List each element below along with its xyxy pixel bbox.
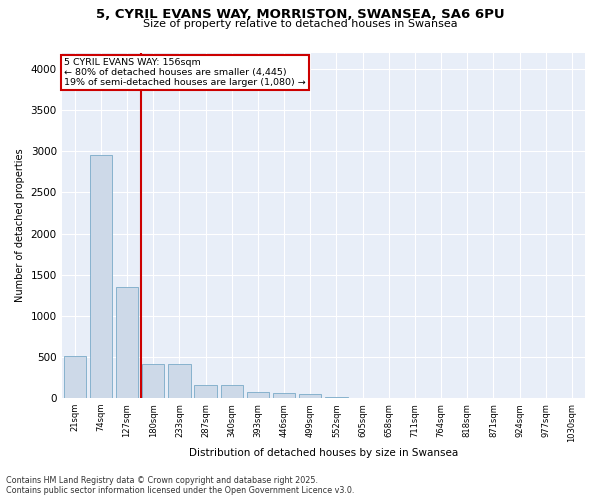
Bar	[299, 394, 322, 398]
Text: Contains HM Land Registry data © Crown copyright and database right 2025.
Contai: Contains HM Land Registry data © Crown c…	[6, 476, 355, 495]
Bar	[142, 364, 164, 398]
Bar	[194, 385, 217, 398]
Bar	[64, 356, 86, 398]
Bar	[90, 154, 112, 398]
X-axis label: Distribution of detached houses by size in Swansea: Distribution of detached houses by size …	[189, 448, 458, 458]
Bar	[273, 393, 295, 398]
Text: 5 CYRIL EVANS WAY: 156sqm
← 80% of detached houses are smaller (4,445)
19% of se: 5 CYRIL EVANS WAY: 156sqm ← 80% of detac…	[64, 58, 306, 88]
Bar	[116, 287, 138, 398]
Text: Size of property relative to detached houses in Swansea: Size of property relative to detached ho…	[143, 19, 457, 29]
Bar	[168, 364, 191, 398]
Bar	[221, 385, 243, 398]
Y-axis label: Number of detached properties: Number of detached properties	[15, 148, 25, 302]
Bar	[247, 392, 269, 398]
Text: 5, CYRIL EVANS WAY, MORRISTON, SWANSEA, SA6 6PU: 5, CYRIL EVANS WAY, MORRISTON, SWANSEA, …	[95, 8, 505, 20]
